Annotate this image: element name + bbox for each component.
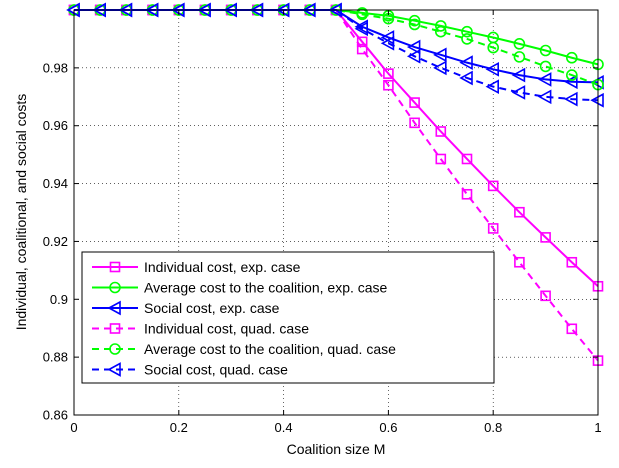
- legend-marker: [107, 300, 121, 316]
- data-point: [511, 85, 526, 100]
- data-point: [461, 188, 473, 200]
- data-point: [540, 232, 551, 243]
- legend-entry-label: Individual cost, exp. case: [144, 259, 301, 275]
- data-point: [485, 79, 500, 95]
- data-point: [539, 60, 552, 73]
- data-point: [485, 61, 500, 77]
- data-point: [514, 256, 525, 268]
- y-tick-label: 0.9: [50, 292, 68, 307]
- data-point: [461, 33, 473, 45]
- x-tick-label: 0.8: [484, 420, 502, 435]
- data-point: [566, 256, 578, 268]
- legend-entry-label: Social cost, exp. case: [144, 300, 280, 316]
- legend-entry-label: Individual cost, quad. case: [144, 321, 309, 337]
- legend-entry-label: Social cost, quad. case: [144, 362, 288, 378]
- data-point: [564, 91, 578, 107]
- x-tick-label: 0.6: [379, 420, 397, 435]
- data-point: [514, 206, 525, 218]
- data-point: [409, 117, 420, 129]
- x-tick-label: 0.4: [275, 420, 293, 435]
- data-point: [565, 51, 578, 64]
- data-point: [433, 60, 447, 76]
- data-point: [461, 153, 473, 165]
- data-point: [564, 74, 578, 90]
- x-tick-label: 1: [594, 420, 601, 435]
- legend-marker: [109, 261, 121, 273]
- legend-entry-label: Average cost to the coalition, quad. cas…: [144, 341, 396, 357]
- data-point: [408, 18, 421, 31]
- data-point: [539, 44, 552, 57]
- y-tick-label: 0.88: [43, 350, 68, 365]
- data-point: [380, 35, 395, 51]
- data-point: [487, 41, 500, 54]
- data-point: [356, 8, 369, 21]
- data-point: [383, 68, 394, 79]
- data-point: [383, 79, 394, 91]
- y-tick-label: 0.98: [43, 60, 68, 75]
- data-point: [409, 97, 420, 108]
- data-point: [435, 153, 447, 165]
- legend-box: [81, 251, 495, 384]
- x-tick-label: 0: [70, 420, 77, 435]
- data-point: [513, 38, 526, 50]
- legend-marker: [109, 281, 121, 294]
- data-point: [461, 25, 473, 38]
- data-point: [540, 290, 551, 302]
- data-point: [408, 14, 421, 27]
- data-point: [434, 25, 447, 38]
- legend-marker: [109, 323, 121, 334]
- y-axis-label: Individual, coalitional, and social cost…: [13, 94, 29, 331]
- y-tick-label: 0.92: [43, 234, 68, 249]
- data-point: [511, 67, 526, 83]
- y-tick-label: 0.86: [43, 408, 68, 423]
- legend-marker: [107, 362, 121, 377]
- data-point: [565, 69, 578, 81]
- data-point: [434, 20, 447, 32]
- data-point: [537, 72, 552, 87]
- x-axis-label: Coalition size M: [287, 441, 386, 457]
- legend-entry-label: Average cost to the coalition, exp. case: [144, 280, 388, 296]
- data-point: [356, 43, 368, 55]
- data-point: [459, 55, 473, 70]
- y-tick-label: 0.94: [43, 176, 68, 191]
- data-point: [433, 47, 447, 63]
- data-point: [435, 126, 447, 137]
- x-tick-label: 0.2: [170, 420, 188, 435]
- y-tick-label: 0.96: [43, 118, 68, 133]
- data-point: [406, 48, 421, 64]
- legend: Individual cost, exp. case Average cost t…: [81, 251, 495, 384]
- data-point: [354, 21, 369, 37]
- data-point: [537, 89, 552, 105]
- data-point: [406, 39, 421, 55]
- grid: [74, 10, 598, 415]
- data-point: [487, 223, 499, 234]
- axis-ticks: 0 0.2 0.4 0.6 0.8 1 0.86 0.88 0.9 0.92 0.94 0.96 0.9…: [43, 10, 602, 435]
- data-point: [459, 70, 473, 86]
- data-point: [566, 323, 578, 335]
- data-point: [487, 180, 499, 192]
- legend-marker: [109, 343, 121, 355]
- plot-frame: [73, 9, 599, 416]
- data-point: [513, 51, 526, 63]
